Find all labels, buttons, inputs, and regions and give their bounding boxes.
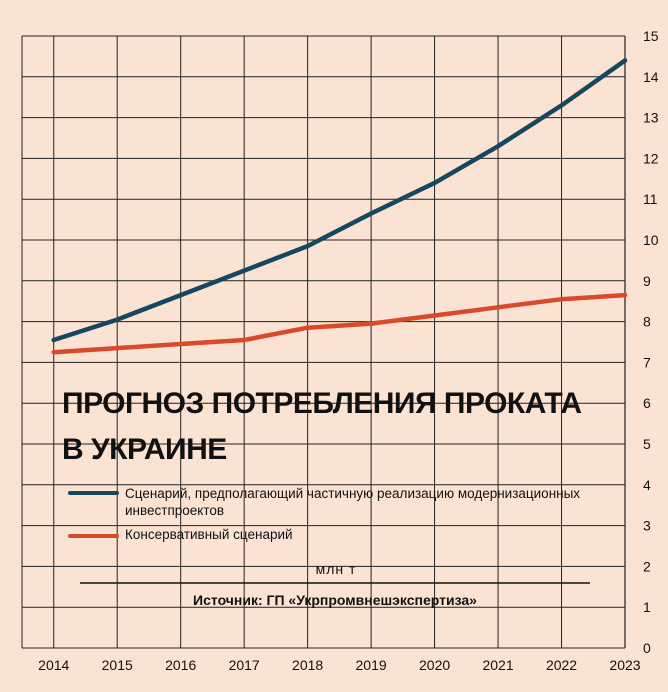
legend: Сценарий, предполагающий частичную реали… (68, 486, 580, 542)
title-line-1: ПРОГНОЗ ПОТРЕБЛЕНИЯ ПРОКАТА (62, 387, 581, 420)
point-modernization (559, 103, 564, 108)
y-tick-label: 13 (643, 110, 659, 126)
x-tick-label: 2016 (165, 657, 196, 673)
legend-label-modernization-line-2: инвестпроектов (125, 503, 224, 518)
y-tick-label: 4 (643, 477, 651, 493)
point-modernization (496, 144, 501, 149)
y-tick-label: 8 (643, 314, 651, 330)
point-conservative (559, 297, 564, 302)
y-tick-label: 1 (643, 599, 651, 615)
series-lines (51, 58, 628, 355)
point-conservative (623, 293, 627, 298)
y-tick-label: 5 (643, 436, 651, 452)
y-tick-label: 11 (643, 191, 658, 207)
legend-label-conservative: Консервативный сценарий (125, 527, 293, 542)
point-modernization (432, 180, 437, 185)
y-tick-label: 3 (643, 518, 651, 534)
y-tick-label: 2 (643, 558, 651, 574)
x-tick-label: 2014 (38, 657, 69, 673)
series-line-conservative (51, 292, 628, 355)
x-tick-label: 2015 (102, 657, 133, 673)
y-tick-label: 9 (643, 273, 651, 289)
source-text: Источник: ГП «Укрпромвнешэкспертиза» (193, 592, 477, 608)
point-conservative (496, 305, 501, 310)
legend-label-modernization-line-1: Сценарий, предполагающий частичную реали… (125, 486, 580, 501)
title: ПРОГНОЗ ПОТРЕБЛЕНИЯ ПРОКАТА В УКРАИНЕ (62, 387, 582, 466)
title-line-2: В УКРАИНЕ (62, 433, 227, 466)
point-conservative (51, 350, 56, 355)
unit-label: млн т (316, 561, 357, 577)
point-conservative (178, 342, 183, 347)
x-tick-label: 2017 (229, 657, 260, 673)
point-modernization (115, 317, 120, 322)
point-modernization (51, 337, 56, 342)
point-modernization (369, 211, 374, 216)
y-tick-label: 7 (643, 354, 651, 370)
x-tick-label: 2021 (482, 657, 513, 673)
x-tick-label: 2018 (292, 657, 323, 673)
point-modernization (242, 268, 247, 273)
point-conservative (432, 313, 437, 318)
x-tick-label: 2020 (419, 657, 450, 673)
point-modernization (623, 58, 627, 63)
y-tick-label: 0 (643, 640, 651, 656)
series-line-modernization (51, 58, 628, 343)
point-modernization (178, 293, 183, 298)
y-tick-label: 12 (643, 150, 659, 166)
point-conservative (305, 325, 310, 330)
point-modernization (305, 244, 310, 249)
x-tick-label: 2019 (356, 657, 387, 673)
x-tick-label: 2022 (546, 657, 577, 673)
x-tick-label: 2023 (609, 657, 640, 673)
y-tick-label: 15 (643, 28, 659, 44)
y-tick-label: 6 (643, 395, 651, 411)
point-conservative (369, 321, 374, 326)
y-tick-label: 14 (643, 69, 659, 85)
y-tick-label: 10 (643, 232, 659, 248)
point-conservative (115, 346, 120, 351)
x-axis-ticks: 2014 2015 2016 2017 2018 2019 2020 2021 2022 2023 (38, 657, 641, 673)
point-conservative (242, 337, 247, 342)
